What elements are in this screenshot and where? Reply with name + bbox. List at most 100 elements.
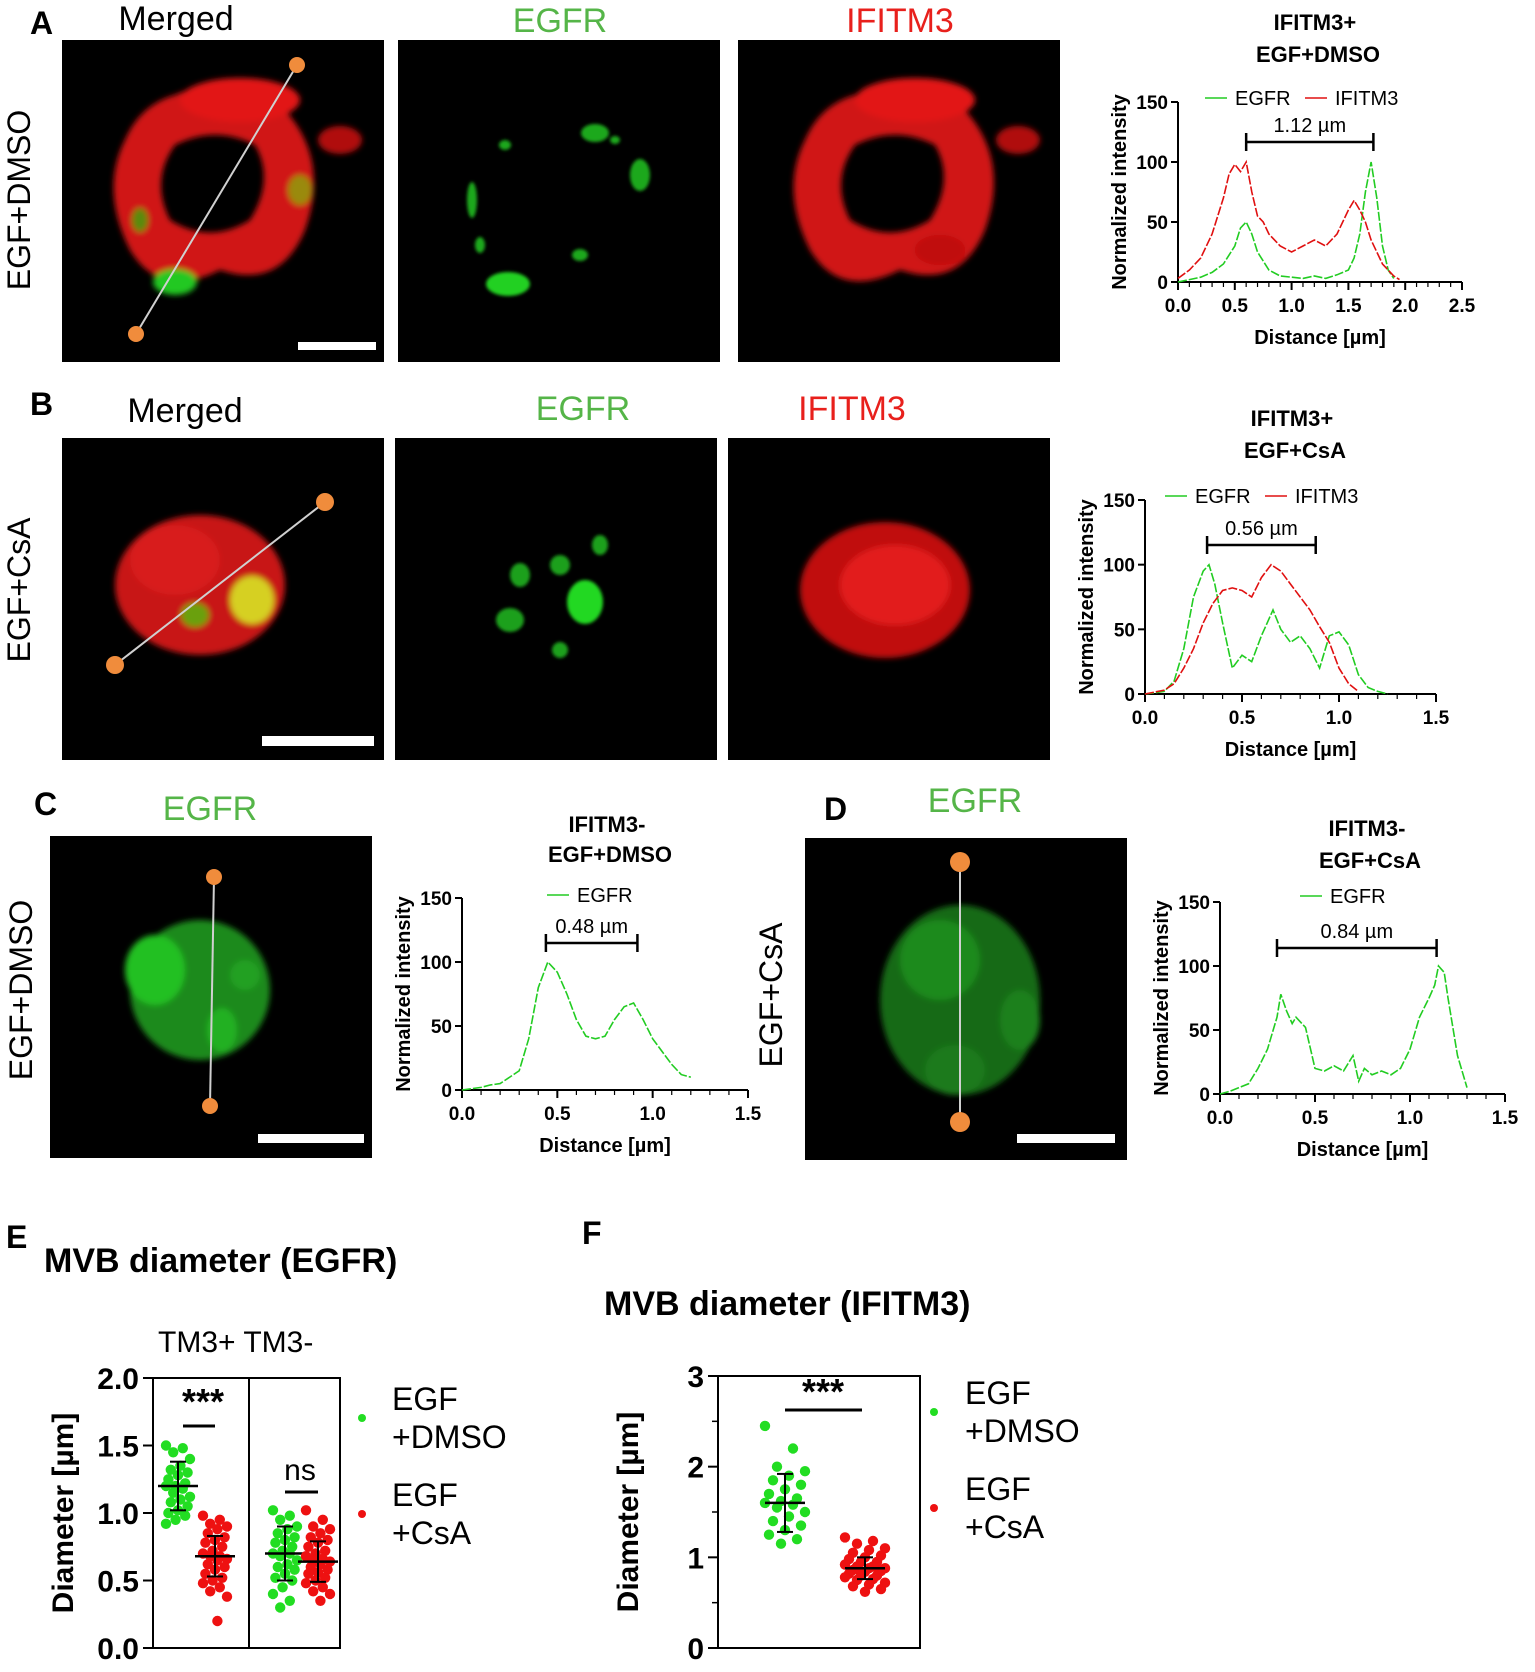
data-point-egf-dmsoe <box>180 1510 191 1521</box>
data-point-egf-csae <box>217 1572 228 1584</box>
micrograph-egfr-a <box>398 40 720 362</box>
sig-label-e: ns <box>284 1454 316 1487</box>
line-chart-c: 0 50 100 150 0.0 0.5 1.0 1.5 Distance [µm] Normal… <box>393 885 762 1157</box>
line-endpoint-top-d <box>950 852 970 872</box>
line-endpoint-top-a <box>289 57 305 73</box>
x-tick-label-d: 1.0 <box>1397 1108 1423 1129</box>
line-chart-d: 0 50 100 150 0.0 0.5 1.0 1.5 Distance [µm] Normal… <box>1151 886 1519 1161</box>
data-point-egf-dmsoe <box>160 1440 172 1451</box>
data-point-egf-dmsof <box>763 1529 775 1540</box>
series-line-ifitm3-a <box>1177 159 1400 281</box>
y-tick-label-d: 100 <box>1178 957 1210 978</box>
data-point-egf-dmsoe <box>291 1555 303 1566</box>
data-point-egf-dmsoe <box>165 1497 176 1508</box>
data-point-egf-csaf <box>839 1532 851 1543</box>
micrograph-egfr-c <box>50 836 372 1158</box>
data-point-egf-csae <box>219 1532 230 1543</box>
data-point-egf-dmsof <box>799 1506 811 1518</box>
y-tick-label-d: 150 <box>1178 893 1210 914</box>
y-tick-label-e: 0.5 <box>97 1566 139 1599</box>
data-point-egf-dmsof <box>799 1466 811 1477</box>
y-tick-label-e: 1.5 <box>97 1431 139 1464</box>
data-point-egf-csaf <box>875 1583 887 1595</box>
x-axis-label-b: Distance [µm] <box>1225 739 1357 761</box>
y-tick-label-c: 100 <box>420 953 452 974</box>
y-tick-label-e: 1.0 <box>97 1498 139 1531</box>
data-point-egf-dmsoe <box>277 1582 288 1593</box>
span-label-c: 0.48 µm <box>555 916 628 938</box>
data-point-egf-csae <box>308 1521 319 1532</box>
micrograph-merged-b <box>62 438 384 760</box>
data-point-egf-dmsoe <box>168 1487 179 1499</box>
y-tick-label-c: 0 <box>441 1081 452 1102</box>
data-point-egf-csae <box>221 1521 233 1532</box>
series-line-egfr-a <box>1177 161 1395 283</box>
data-point-egf-csae <box>212 1524 223 1535</box>
x-axis-label-a: Distance [µm] <box>1254 327 1386 349</box>
y-tick-label-b: 150 <box>1103 491 1135 512</box>
channel-title-ifitm3-b: IFITM3 <box>798 390 906 428</box>
y-tick-label-c: 50 <box>431 1017 452 1038</box>
channel-title-merged-b: Merged <box>127 392 242 430</box>
legend-label-f: +CsA <box>965 1509 1045 1545</box>
x-tick-label-c: 0.5 <box>544 1104 571 1125</box>
data-point-egf-csae <box>214 1514 225 1526</box>
data-point-egf-csae <box>317 1582 328 1593</box>
data-point-egf-csae <box>207 1575 218 1586</box>
legend-label-egfr-a: EGFR <box>1235 88 1291 110</box>
x-tick-label-a: 1.0 <box>1278 296 1304 317</box>
data-point-egf-dmsof <box>795 1479 807 1491</box>
series-line-egfr-c <box>461 960 692 1091</box>
chart-title-f: MVB diameter (IFITM3) <box>604 1285 970 1323</box>
data-point-egf-csae <box>317 1514 328 1526</box>
data-point-egf-csae <box>200 1537 211 1548</box>
data-point-egf-csae <box>320 1545 331 1557</box>
panel-label-d: D <box>824 791 847 827</box>
legend-marker-e <box>358 1510 366 1518</box>
data-point-egf-csae <box>322 1534 333 1546</box>
x-tick-label-d: 0.0 <box>1207 1108 1233 1129</box>
side-label-d: EGF+CsA <box>753 922 789 1068</box>
x-tick-label-a: 1.5 <box>1335 296 1362 317</box>
x-tick-label-b: 1.0 <box>1326 708 1352 729</box>
data-point-egf-dmsoe <box>160 1518 172 1530</box>
data-point-egf-dmsoe <box>272 1561 283 1573</box>
data-point-egf-dmsoe <box>267 1505 279 1516</box>
data-point-egf-csae <box>202 1559 213 1570</box>
legend-label-egfr-b: EGFR <box>1195 486 1251 508</box>
chart-title-b: IFITM3+ EGF+CsA <box>1244 406 1346 463</box>
legend-label-egfr-d: EGFR <box>1330 886 1386 908</box>
data-point-egf-dmsoe <box>184 1453 196 1465</box>
chart-title-c: IFITM3- EGF+DMSO <box>548 812 672 867</box>
data-point-egf-dmsoe <box>291 1521 303 1532</box>
chart-title-a: IFITM3+ EGF+DMSO <box>1256 10 1380 67</box>
legend-label-f: +DMSO <box>965 1413 1080 1449</box>
x-axis-label-d: Distance [µm] <box>1297 1139 1429 1161</box>
scale-bar-d <box>1017 1134 1115 1143</box>
x-tick-label-c: 1.5 <box>735 1104 762 1125</box>
x-tick-label-b: 0.5 <box>1229 708 1256 729</box>
legend-label-ifitm3-a: IFITM3 <box>1335 88 1398 110</box>
y-tick-label-a: 150 <box>1136 93 1168 114</box>
data-point-egf-dmsoe <box>289 1564 300 1575</box>
group-header-e: TM3+ TM3- <box>158 1326 313 1359</box>
x-tick-label-c: 0.0 <box>449 1104 475 1125</box>
line-chart-a: 0 50 100 150 0.0 0.5 1.0 1.5 2.0 2.5 Distance [µm]… <box>1109 88 1476 349</box>
plot-frame-f <box>717 1375 921 1649</box>
data-point-egf-csae <box>197 1578 209 1589</box>
data-point-egf-dmsoe <box>267 1588 279 1600</box>
y-axis-label-f: Diameter [µm] <box>612 1412 645 1613</box>
data-point-egf-csae <box>221 1591 233 1602</box>
y-tick-label-d: 50 <box>1189 1021 1210 1042</box>
data-point-egf-dmsoe <box>182 1501 193 1512</box>
line-chart-b: 0 50 100 150 0.0 0.5 1.0 1.5 Distance [µm] Normal… <box>1076 486 1450 761</box>
data-point-egf-dmsof <box>771 1461 783 1472</box>
panel-label-e: E <box>6 1219 27 1255</box>
legend-label-e: +DMSO <box>392 1419 507 1455</box>
line-endpoint-bottom-d <box>950 1112 970 1132</box>
micrograph-merged-a <box>62 40 384 362</box>
y-tick-label-a: 0 <box>1157 273 1168 294</box>
line-endpoint-bottom-c <box>202 1098 218 1114</box>
